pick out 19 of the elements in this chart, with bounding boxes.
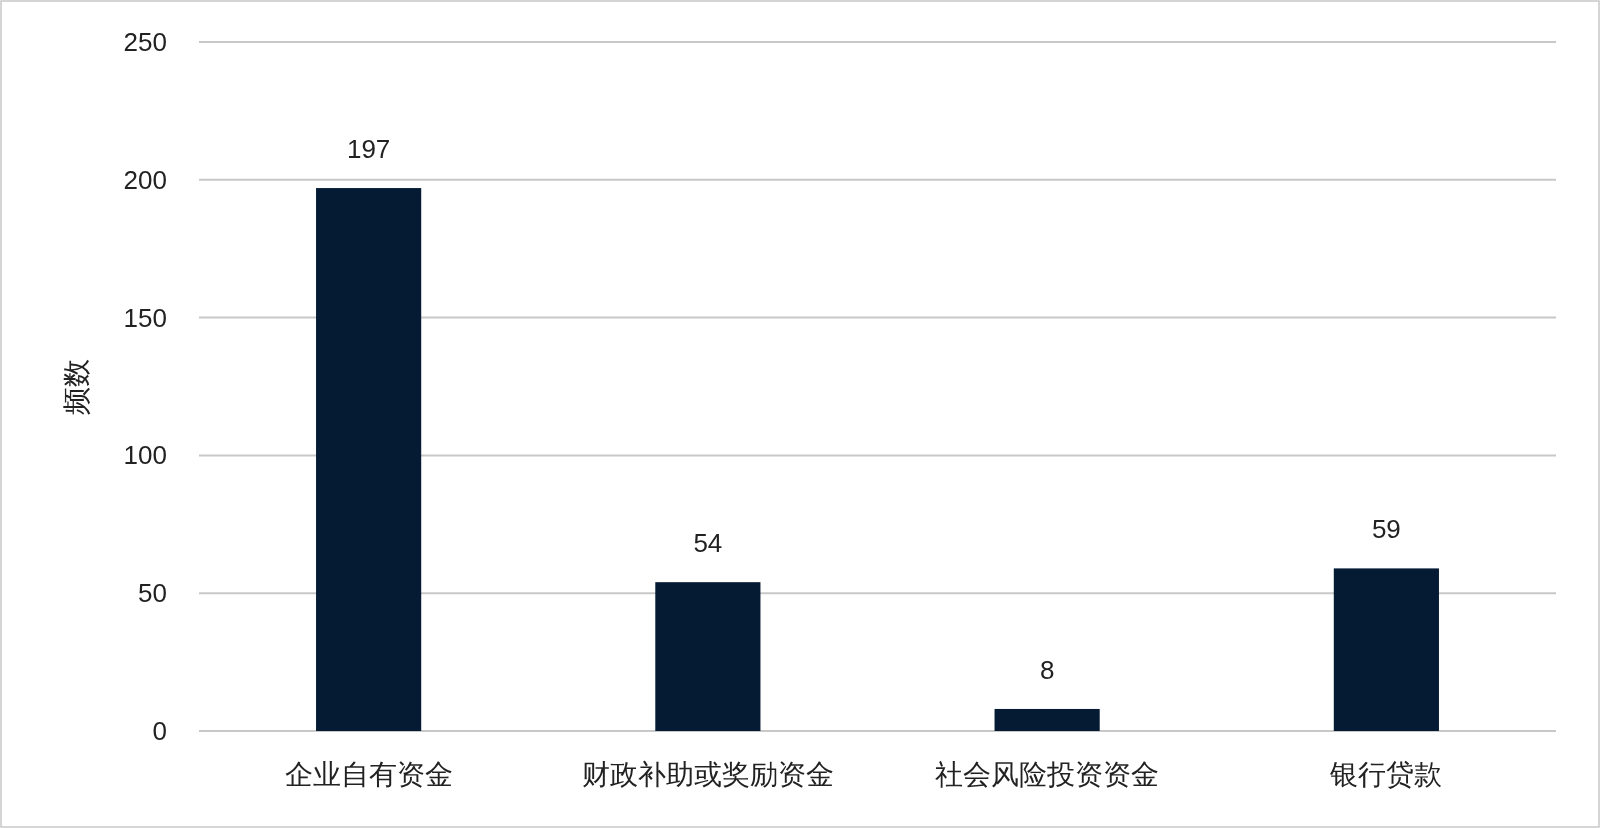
- bar: [316, 188, 422, 731]
- y-tick-label: 0: [152, 716, 167, 746]
- y-axis-title: 频数: [61, 358, 92, 415]
- data-label: 54: [693, 528, 723, 559]
- x-tick-label: 财政补助或奖励资金: [581, 759, 834, 790]
- x-tick-label: 银行贷款: [1329, 759, 1443, 790]
- y-tick-label: 250: [123, 27, 167, 57]
- bar: [1333, 568, 1439, 731]
- bar: [994, 708, 1100, 731]
- y-tick-label: 200: [123, 164, 167, 195]
- y-tick-label: 100: [123, 440, 167, 471]
- data-label: 8: [1039, 654, 1055, 685]
- data-label: 59: [1371, 514, 1401, 545]
- data-label: 197: [346, 134, 391, 165]
- x-tick-label: 企业自有资金: [284, 759, 453, 790]
- y-tick-label: 50: [138, 578, 167, 609]
- bar: [655, 582, 761, 731]
- y-tick-label: 150: [123, 302, 167, 333]
- x-tick-label: 社会风险投资资金: [935, 759, 1160, 790]
